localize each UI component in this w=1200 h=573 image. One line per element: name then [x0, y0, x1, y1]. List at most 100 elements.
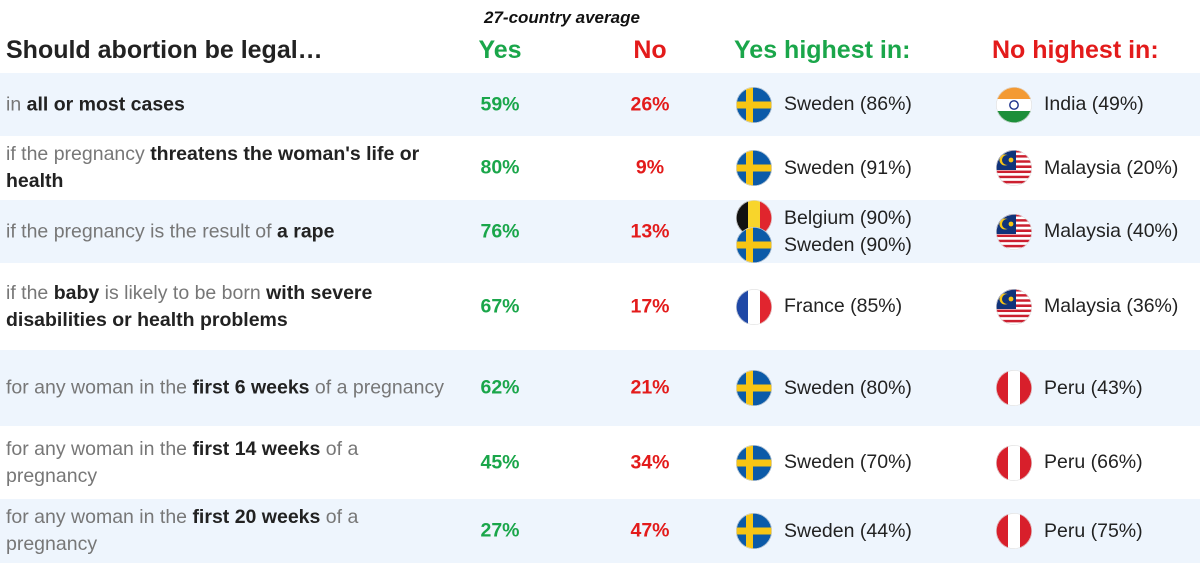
country-label: Sweden (80%) — [784, 376, 912, 399]
no-value: 9% — [635, 156, 665, 179]
row-label-emphasis: first 6 weeks — [192, 376, 310, 399]
table-row: if the baby is likely to be born with se… — [0, 263, 1200, 350]
yes-highest-cell: France (85%) — [736, 288, 903, 325]
yes-highest-cell: Belgium (90%) Sweden (90%) — [736, 200, 912, 263]
country-entry: Peru (43%) — [996, 370, 1143, 406]
row-label-text: for any woman in the — [6, 506, 193, 528]
row-label-emphasis: a rape — [276, 220, 335, 242]
yes-value: 45% — [480, 451, 520, 473]
row-label-text: for any woman in the — [6, 437, 193, 460]
row-label-text: if the — [6, 281, 54, 304]
country-label: Sweden (70%) — [784, 451, 912, 473]
row-label-text: of a pregnancy — [309, 376, 444, 399]
no-highest-cell: Peru (43%) — [996, 370, 1143, 406]
table-row: if the pregnancy threatens the woman's l… — [0, 136, 1200, 200]
country-entry: Sweden (91%) — [736, 150, 912, 186]
yes-highest-cell: Sweden (70%) — [736, 444, 912, 481]
row-label: for any woman in the first 14 weeks of a… — [6, 436, 446, 490]
peru-flag-icon — [996, 513, 1032, 549]
no-highest-cell: Malaysia (40%) — [996, 213, 1178, 250]
sweden-flag-icon — [736, 444, 772, 481]
no-value: 17% — [630, 295, 670, 317]
malaysia-flag-icon — [996, 288, 1032, 325]
country-entry: Sweden (80%) — [736, 370, 912, 406]
row-label-text: if the pregnancy is the result of — [6, 220, 277, 242]
table-row: in all or most cases 59% 26% Sweden (86%) In… — [0, 73, 1200, 136]
table-title: Should abortion be legal… — [6, 36, 323, 64]
country-entry: Sweden (86%) — [736, 86, 912, 123]
row-label-emphasis: with severe disabilities or health probl… — [6, 281, 373, 331]
country-entry: Sweden (44%) — [736, 513, 912, 549]
no-value: 47% — [630, 519, 670, 542]
peru-flag-icon — [996, 444, 1032, 481]
country-label: Belgium (90%) — [784, 206, 912, 229]
yes-value: 67% — [480, 295, 520, 317]
yes-highest-cell: Sweden (44%) — [736, 513, 912, 549]
country-label: Sweden (91%) — [784, 156, 912, 179]
malaysia-flag-icon — [996, 150, 1032, 186]
country-label: Sweden (86%) — [784, 93, 912, 115]
table-row: if the pregnancy is the result of a rape… — [0, 200, 1200, 263]
no-highest-cell: Malaysia (20%) — [996, 150, 1179, 186]
yes-value: 76% — [480, 220, 520, 242]
country-label: Sweden (90%) — [784, 233, 912, 256]
country-label: Peru (43%) — [1044, 376, 1143, 399]
no-value: 13% — [630, 220, 670, 242]
malaysia-flag-icon — [996, 213, 1032, 250]
yes-highest-cell: Sweden (80%) — [736, 370, 912, 406]
chart-subtitle: 27-country average — [484, 8, 640, 27]
row-label-emphasis: baby — [53, 281, 100, 304]
yes-value: 59% — [480, 93, 520, 115]
row-label: in all or most cases — [6, 91, 446, 118]
france-flag-icon — [736, 288, 772, 325]
belgium-flag-icon — [736, 200, 772, 236]
row-label-text: of a pregnancy — [6, 506, 359, 555]
country-entry: India (49%) — [996, 86, 1144, 123]
yes-highest-column-header: Yes highest in: — [734, 36, 911, 64]
country-entry: Peru (66%) — [996, 444, 1143, 481]
row-label-text: for any woman in the — [6, 376, 193, 399]
country-entry: Sweden (90%) — [736, 227, 912, 263]
table-row: for any woman in the first 14 weeks of a… — [0, 426, 1200, 499]
no-value: 21% — [630, 376, 670, 399]
row-label-text: in — [6, 93, 27, 115]
country-label: Malaysia (20%) — [1044, 156, 1179, 179]
yes-value: 27% — [480, 519, 520, 542]
country-entry: France (85%) — [736, 288, 903, 325]
country-label: Malaysia (36%) — [1044, 295, 1179, 317]
no-highest-cell: Malaysia (36%) — [996, 288, 1179, 325]
country-label: Sweden (44%) — [784, 519, 912, 542]
country-entry: Malaysia (20%) — [996, 150, 1179, 186]
no-highest-cell: India (49%) — [996, 86, 1144, 123]
sweden-flag-icon — [736, 513, 772, 549]
row-label-emphasis: threatens the woman's life or health — [6, 143, 420, 192]
sweden-flag-icon — [736, 86, 772, 123]
row-label-emphasis: all or most cases — [26, 93, 185, 115]
row-label: if the pregnancy is the result of a rape — [6, 218, 446, 245]
no-value: 26% — [630, 93, 670, 115]
row-label: for any woman in the first 6 weeks of a … — [6, 375, 446, 402]
sweden-flag-icon — [736, 150, 772, 186]
country-label: Peru (66%) — [1044, 451, 1143, 473]
peru-flag-icon — [996, 370, 1032, 406]
row-label-emphasis: first 14 weeks — [192, 437, 321, 460]
table-row: for any woman in the first 6 weeks of a … — [0, 350, 1200, 426]
yes-value: 62% — [480, 376, 520, 399]
table-header: Should abortion be legal… Yes No Yes hig… — [0, 36, 1200, 72]
row-label: if the baby is likely to be born with se… — [6, 280, 446, 334]
country-entry: Peru (75%) — [996, 513, 1143, 549]
no-column-header: No — [633, 36, 667, 64]
yes-highest-cell: Sweden (86%) — [736, 86, 912, 123]
country-entry: Malaysia (36%) — [996, 288, 1179, 325]
yes-column-header: Yes — [478, 36, 522, 64]
row-label: if the pregnancy threatens the woman's l… — [6, 141, 446, 195]
country-label: France (85%) — [784, 295, 903, 317]
no-highest-cell: Peru (66%) — [996, 444, 1143, 481]
country-label: Peru (75%) — [1044, 519, 1143, 542]
no-highest-column-header: No highest in: — [992, 36, 1159, 64]
yes-highest-cell: Sweden (91%) — [736, 150, 912, 186]
country-entry: Sweden (70%) — [736, 444, 912, 481]
country-label: India (49%) — [1044, 93, 1144, 115]
sweden-flag-icon — [736, 227, 772, 263]
country-entry: Malaysia (40%) — [996, 213, 1178, 250]
